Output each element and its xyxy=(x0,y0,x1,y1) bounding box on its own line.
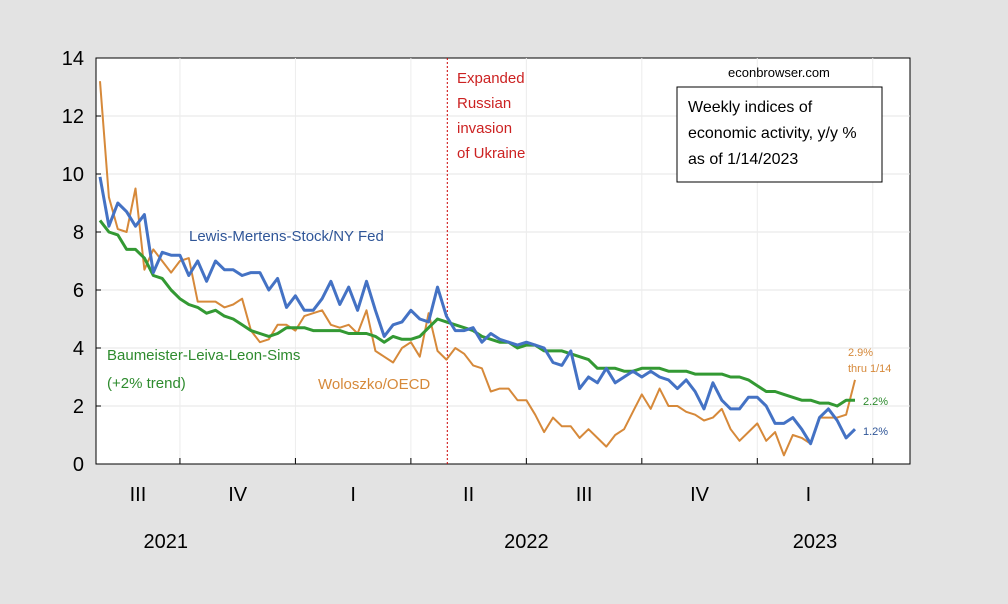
title-line3: as of 1/14/2023 xyxy=(688,151,798,168)
y-tick-label: 12 xyxy=(62,106,84,128)
credit-label: econbrowser.com xyxy=(728,65,830,80)
event-marker: Expanded Russian invasion of Ukraine xyxy=(446,58,525,464)
end-label-nyfed: 1.2% xyxy=(863,426,888,438)
year-label: 2023 xyxy=(793,531,838,553)
y-tick-label: 4 xyxy=(73,338,84,360)
event-label-line2: Russian xyxy=(457,95,511,112)
y-tick-label: 8 xyxy=(73,222,84,244)
event-label-line1: Expanded xyxy=(457,70,525,87)
series-label-oecd: Woloszko/OECD xyxy=(318,376,430,393)
title-line1: Weekly indices of xyxy=(688,99,813,116)
x-tick-label: IV xyxy=(228,484,248,506)
end-label-bls: 2.2% xyxy=(863,396,888,408)
y-tick-label: 0 xyxy=(73,454,84,476)
y-tick-label: 6 xyxy=(73,280,84,302)
x-tick-label: I xyxy=(350,484,356,506)
event-label-line4: of Ukraine xyxy=(457,145,525,162)
year-label: 2022 xyxy=(504,531,549,553)
series-label-bls: Baumeister-Leiva-Leon-Sims xyxy=(107,347,300,364)
title-box xyxy=(676,86,883,183)
title-line2: economic activity, y/y % xyxy=(688,125,857,142)
y-tick-label: 14 xyxy=(62,48,84,70)
series-line-nyfed xyxy=(98,176,857,446)
series-lines xyxy=(98,81,857,457)
y-tick-label: 10 xyxy=(62,164,84,186)
series-line-oecd xyxy=(99,81,856,457)
end-label-oecd-date: thru 1/14 xyxy=(848,363,891,375)
event-label-line3: invasion xyxy=(457,120,512,137)
series-label-bls-sub: (+2% trend) xyxy=(107,375,186,392)
year-label: 2021 xyxy=(143,531,188,553)
x-tick-label: III xyxy=(576,484,593,506)
y-tick-label: 2 xyxy=(73,396,84,418)
end-label-oecd: 2.9% xyxy=(848,347,873,359)
y-axis: 0 2 4 6 8 10 12 14 xyxy=(62,48,84,476)
x-tick-label: IV xyxy=(690,484,710,506)
x-tick-label: II xyxy=(463,484,474,506)
series-label-nyfed: Lewis-Mertens-Stock/NY Fed xyxy=(189,228,384,245)
x-tick-label: III xyxy=(130,484,147,506)
x-tick-label: I xyxy=(806,484,812,506)
